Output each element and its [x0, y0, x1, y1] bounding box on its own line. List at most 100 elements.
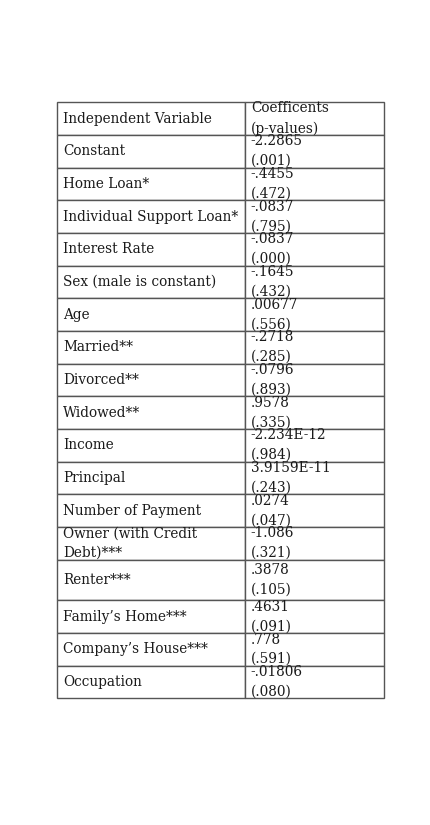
Bar [57, 298, 245, 331]
Text: -.4455
(.472): -.4455 (.472) [251, 167, 295, 200]
Text: Coefficents
(p-values): Coefficents (p-values) [251, 101, 329, 135]
Text: -.2718
(.285): -.2718 (.285) [251, 331, 294, 364]
Bar [57, 167, 245, 200]
Bar [57, 396, 245, 429]
Bar [57, 331, 245, 364]
Bar [245, 298, 384, 331]
Bar [57, 429, 245, 461]
Bar [245, 633, 384, 666]
Bar [57, 134, 245, 167]
Bar [57, 494, 245, 527]
Bar [57, 666, 245, 699]
Text: Renter***: Renter*** [63, 573, 131, 587]
Bar [245, 633, 384, 666]
Bar [245, 527, 384, 559]
Text: Married**: Married** [63, 340, 133, 354]
Text: -1.086
(.321): -1.086 (.321) [251, 526, 294, 560]
Bar [245, 200, 384, 233]
Bar [245, 200, 384, 233]
Bar [245, 134, 384, 167]
Bar [245, 429, 384, 461]
Bar [57, 559, 245, 601]
Text: Constant: Constant [63, 144, 125, 158]
Text: Individual Support Loan*: Individual Support Loan* [63, 210, 238, 224]
Bar [245, 364, 384, 396]
Text: Divorced**: Divorced** [63, 373, 139, 387]
Text: .4631
(.091): .4631 (.091) [251, 600, 292, 634]
Bar [245, 233, 384, 266]
Bar [245, 331, 384, 364]
Bar [57, 364, 245, 396]
Bar [245, 559, 384, 601]
Bar [245, 167, 384, 200]
Bar [245, 396, 384, 429]
Bar [245, 364, 384, 396]
Bar [57, 200, 245, 233]
Bar [57, 134, 245, 167]
Text: -2.2865
(.001): -2.2865 (.001) [251, 134, 303, 168]
Text: -.1645
(.432): -.1645 (.432) [251, 265, 295, 299]
Text: -.0837
(.000): -.0837 (.000) [251, 233, 294, 266]
Text: Income: Income [63, 438, 114, 452]
Bar [57, 167, 245, 200]
Bar [57, 364, 245, 396]
Bar [245, 266, 384, 298]
Bar [57, 666, 245, 699]
Bar [245, 461, 384, 494]
Bar [57, 233, 245, 266]
Text: Occupation: Occupation [63, 675, 142, 689]
Bar [245, 494, 384, 527]
Text: Age: Age [63, 308, 90, 322]
Bar [245, 601, 384, 633]
Bar [245, 102, 384, 134]
Text: .9578
(.335): .9578 (.335) [251, 396, 292, 429]
Bar [57, 102, 245, 134]
Text: Principal: Principal [63, 471, 126, 485]
Text: Home Loan*: Home Loan* [63, 177, 149, 191]
Bar [245, 167, 384, 200]
Text: Sex (male is constant): Sex (male is constant) [63, 275, 216, 289]
Bar [57, 527, 245, 559]
Bar [245, 266, 384, 298]
Text: .778
(.591): .778 (.591) [251, 633, 292, 666]
Bar [57, 266, 245, 298]
Bar [57, 633, 245, 666]
Bar [245, 102, 384, 134]
Bar [57, 429, 245, 461]
Bar [245, 429, 384, 461]
Bar [57, 102, 245, 134]
Text: -.0837
(.795): -.0837 (.795) [251, 200, 294, 233]
Text: Independent Variable: Independent Variable [63, 111, 212, 125]
Bar [245, 494, 384, 527]
Bar [245, 331, 384, 364]
Text: Owner (with Credit
Debt)***: Owner (with Credit Debt)*** [63, 526, 197, 560]
Bar [245, 298, 384, 331]
Bar [57, 601, 245, 633]
Bar [57, 461, 245, 494]
Text: -.01806
(.080): -.01806 (.080) [251, 665, 303, 699]
Bar [245, 559, 384, 601]
Bar [245, 461, 384, 494]
Text: Widowed**: Widowed** [63, 406, 140, 420]
Bar [245, 601, 384, 633]
Bar [57, 633, 245, 666]
Bar [245, 666, 384, 699]
Bar [57, 601, 245, 633]
Bar [57, 200, 245, 233]
Bar [245, 233, 384, 266]
Bar [57, 233, 245, 266]
Bar [57, 266, 245, 298]
Text: .3878
(.105): .3878 (.105) [251, 563, 292, 596]
Text: Number of Payment: Number of Payment [63, 503, 201, 517]
Text: -.0796
(.893): -.0796 (.893) [251, 363, 295, 397]
Bar [245, 134, 384, 167]
Text: .00677
(.556): .00677 (.556) [251, 298, 298, 332]
Bar [57, 527, 245, 559]
Bar [245, 396, 384, 429]
Bar [57, 396, 245, 429]
Bar [245, 527, 384, 559]
Text: Interest Rate: Interest Rate [63, 243, 154, 257]
Text: Company’s House***: Company’s House*** [63, 643, 208, 657]
Bar [57, 331, 245, 364]
Bar [57, 461, 245, 494]
